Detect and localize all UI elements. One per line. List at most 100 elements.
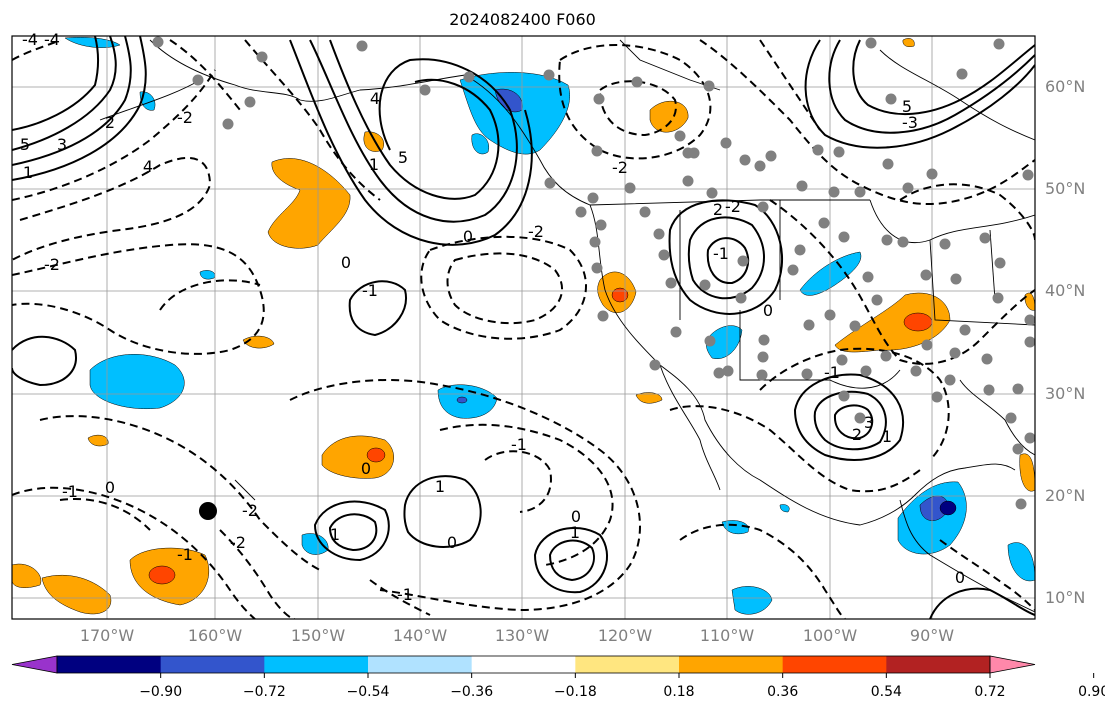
negative-shading [437,384,498,419]
longitude-label: 160°W [187,626,243,645]
contour-label: -2 [230,533,246,552]
negative-core [939,500,957,516]
positive-shading [649,100,689,133]
longitude-label: 100°W [802,626,858,645]
colorbar [11,655,1095,678]
solid-contours [12,36,1035,619]
colorbar-segment [57,656,162,673]
contour-label: -1 [362,281,378,300]
shaded-fields [12,37,1035,615]
latitude-label: 20°N [1045,486,1086,505]
contour-label: 5 [20,135,30,154]
contour-label: -2 [528,222,544,241]
colorbar-segment [575,656,680,673]
colorbar-segment [368,656,473,673]
contour-label: -1 [713,244,729,263]
contour-label: 1 [570,523,580,542]
colorbar-tick-label: −0.72 [242,684,286,700]
contour-label: 1 [882,427,892,446]
positive-core [903,312,933,332]
station-dots [152,36,1035,510]
contour-label: 1 [23,163,33,182]
colorbar-segment [679,656,784,673]
colorbar-tick-label: −0.54 [346,684,390,700]
contour-label: -2 [725,197,741,216]
negative-shading [89,354,185,409]
map-border [11,35,1036,620]
contour-label: -2 [177,108,193,127]
positive-shading [321,435,394,479]
contour-label: 0 [571,507,581,526]
contour-label: 4 [143,157,153,176]
colorbar-segment [782,656,887,673]
latitude-label: 30°N [1045,384,1086,403]
contour-label: 0 [361,459,371,478]
colorbar-tick-label: −0.36 [450,684,494,700]
contour-label: -2 [612,158,628,177]
longitude-label: 140°W [392,626,448,645]
positive-core [611,287,629,303]
latitude-label: 60°N [1045,77,1086,96]
contour-label: -4 [22,30,38,49]
positive-shading [41,574,112,615]
negative-shading [731,586,773,615]
colorbar-outline [56,655,991,674]
contour-label: 0 [341,253,351,272]
longitude-label: 130°W [494,626,550,645]
longitude-label: 90°W [909,626,955,645]
contour-label: 5 [398,148,408,167]
contour-label: 5 [902,97,912,116]
contour-label: -1 [62,482,78,501]
contour-label: 2 [852,425,862,444]
negative-shading [799,251,862,296]
contour-label: -2 [242,501,258,520]
colorbar-tick-label: −0.90 [139,684,183,700]
colorbar-tick-label: 0.90 [1078,684,1105,700]
contour-label: -2 [44,255,60,274]
colorbar-tick-label: 0.72 [974,684,1006,700]
colorbar-segment [886,656,991,673]
contour-label: -1 [511,435,527,454]
contour-label: -3 [902,113,918,132]
longitude-label: 170°W [79,626,135,645]
positive-shading [1024,292,1035,311]
contour-label: 4 [370,89,380,108]
positive-shading [635,392,663,404]
colorbar-tick-label: −0.18 [553,684,597,700]
colorbar-segment [471,656,576,673]
positive-shading [267,158,351,249]
colorbar-extend-min [11,655,58,674]
contour-label: 1 [369,155,379,174]
positive-core [366,447,386,463]
positive-shading [902,38,915,47]
contour-label: 0 [447,533,457,552]
colorbar-segment [160,656,265,673]
contour-label: 3 [864,413,874,432]
positive-shading [242,335,275,349]
positive-shading [87,434,109,447]
contour-label: 2 [105,113,115,132]
colorbar-segment [264,656,369,673]
negative-shading [199,270,216,280]
contour-label: 1 [435,477,445,496]
colorbar-extend-max [989,655,1036,674]
positive-shading [1019,453,1035,492]
negative-shading [706,325,743,360]
positive-core [148,565,176,585]
latitude-label: 10°N [1045,588,1086,607]
colorbar-tick-label: 0.54 [870,684,902,700]
location-marker [199,502,217,520]
contour-label: 0 [955,568,965,587]
longitude-label: 120°W [597,626,653,645]
longitude-label: 150°W [290,626,346,645]
latitude-label: 40°N [1045,281,1086,300]
contour-label: 2 [713,200,723,219]
map-title: 2024082400 F060 [449,10,596,29]
longitude-label: 110°W [699,626,755,645]
positive-shading [834,292,951,353]
positive-shading [12,563,42,588]
contour-label: -1 [824,363,840,382]
contour-label: 0 [105,478,115,497]
colorbar-tick-label: 0.18 [663,684,695,700]
